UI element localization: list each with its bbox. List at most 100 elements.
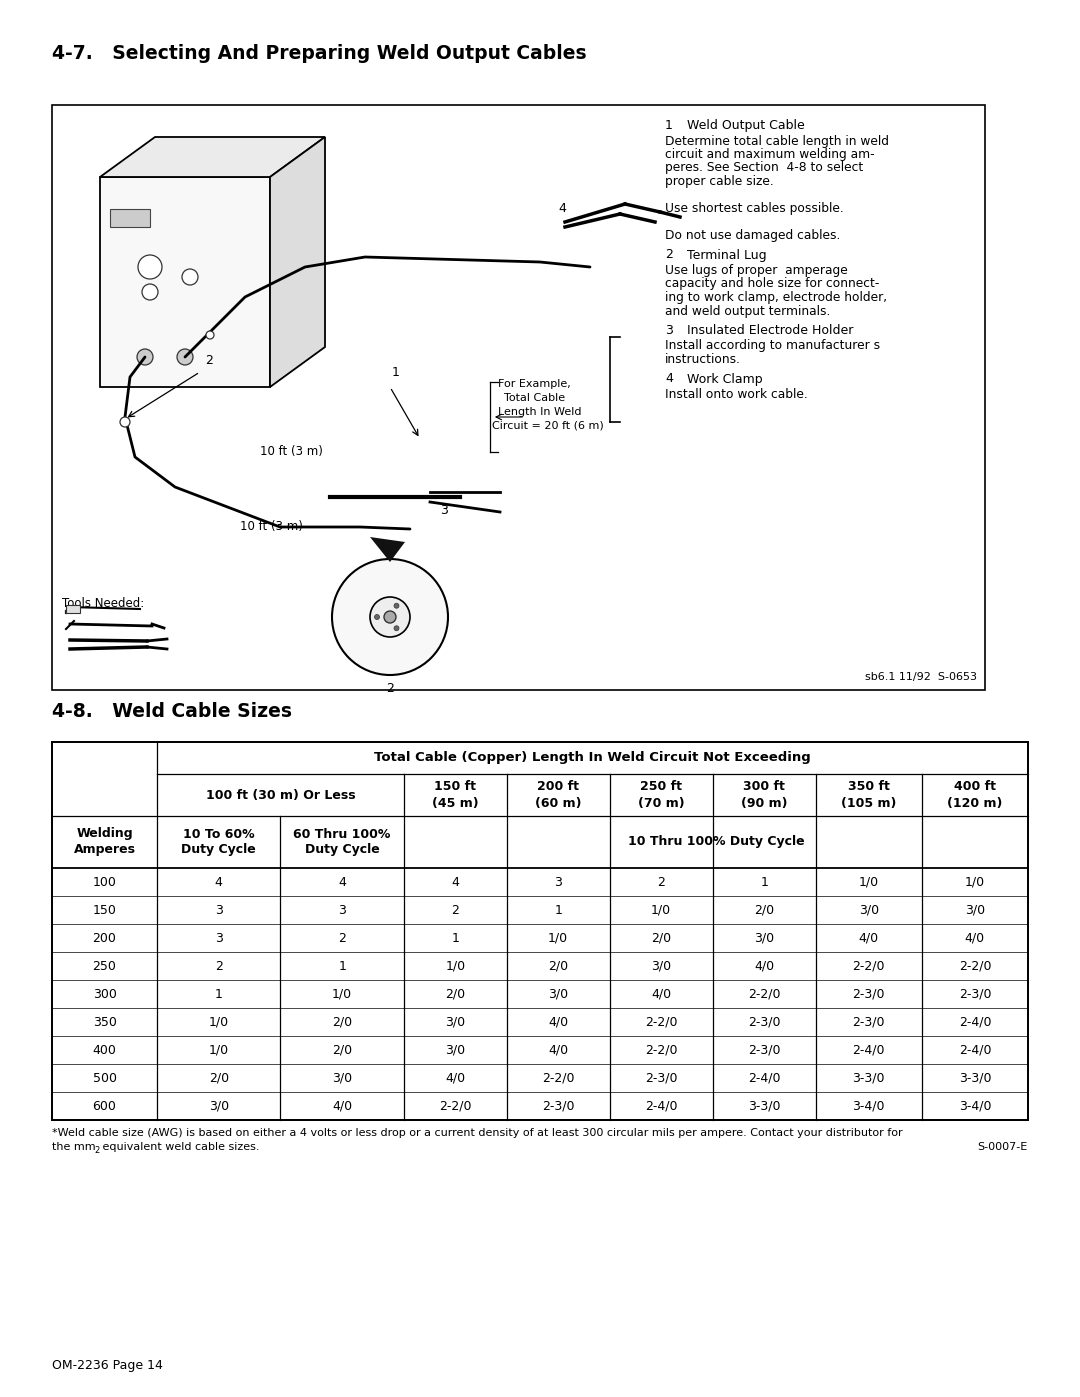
Text: 10 ft (3 m): 10 ft (3 m) [260, 446, 323, 458]
Text: 400: 400 [93, 1044, 117, 1056]
Text: 350 ft
(105 m): 350 ft (105 m) [841, 781, 896, 809]
Text: Use shortest cables possible.: Use shortest cables possible. [665, 203, 843, 215]
Text: 2-4/0: 2-4/0 [645, 1099, 677, 1112]
Text: Determine total cable length in weld: Determine total cable length in weld [665, 134, 889, 148]
Text: 2-2/0: 2-2/0 [542, 1071, 575, 1084]
Text: 3-3/0: 3-3/0 [748, 1099, 781, 1112]
Bar [110, 210, 150, 226]
Text: For Example,: For Example, [498, 379, 570, 388]
Text: 1: 1 [215, 988, 222, 1000]
Text: 10 ft (3 m): 10 ft (3 m) [240, 520, 302, 534]
Text: 1/0: 1/0 [445, 960, 465, 972]
Text: sb6.1 11/92  S-0653: sb6.1 11/92 S-0653 [865, 672, 977, 682]
Text: 2: 2 [205, 353, 213, 367]
Text: 2-3/0: 2-3/0 [852, 1016, 885, 1028]
Text: 4-7.   Selecting And Preparing Weld Output Cables: 4-7. Selecting And Preparing Weld Output… [52, 43, 586, 63]
Bar [66, 605, 80, 613]
Text: Welding
Amperes: Welding Amperes [73, 827, 136, 856]
Text: the mm: the mm [52, 1141, 96, 1153]
Text: 3: 3 [554, 876, 563, 888]
Text: *Weld cable size (AWG) is based on either a 4 volts or less drop or a current de: *Weld cable size (AWG) is based on eithe… [52, 1127, 903, 1139]
Text: 2-2/0: 2-2/0 [959, 960, 991, 972]
Circle shape [394, 626, 399, 631]
Text: 300: 300 [93, 988, 117, 1000]
Text: 3/0: 3/0 [651, 960, 672, 972]
Circle shape [394, 604, 399, 608]
Text: Insulated Electrode Holder: Insulated Electrode Holder [687, 324, 853, 337]
Text: Use lugs of proper  amperage: Use lugs of proper amperage [665, 264, 848, 277]
Text: 60 Thru 100%
Duty Cycle: 60 Thru 100% Duty Cycle [294, 827, 391, 856]
Text: 3/0: 3/0 [208, 1099, 229, 1112]
Circle shape [183, 270, 198, 285]
Text: 2: 2 [215, 960, 222, 972]
Text: 3/0: 3/0 [549, 988, 568, 1000]
Text: 2-2/0: 2-2/0 [440, 1099, 472, 1112]
Text: 3: 3 [440, 504, 448, 517]
Text: 2/0: 2/0 [549, 960, 568, 972]
Bar [52, 742, 1028, 1120]
Text: Weld Output Cable: Weld Output Cable [687, 119, 805, 131]
Text: 4: 4 [338, 876, 346, 888]
Text: 150: 150 [93, 904, 117, 916]
Polygon shape [100, 137, 325, 177]
Text: capacity and hole size for connect-: capacity and hole size for connect- [665, 278, 879, 291]
Text: 150 ft
(45 m): 150 ft (45 m) [432, 781, 478, 809]
Text: 1/0: 1/0 [964, 876, 985, 888]
Text: 600: 600 [93, 1099, 117, 1112]
Text: 100 ft (30 m) Or Less: 100 ft (30 m) Or Less [205, 788, 355, 802]
Text: 2: 2 [665, 249, 673, 261]
Text: 3/0: 3/0 [445, 1016, 465, 1028]
Text: Do not use damaged cables.: Do not use damaged cables. [665, 229, 840, 242]
Text: 3/0: 3/0 [859, 904, 879, 916]
Text: 4/0: 4/0 [859, 932, 879, 944]
Text: 1: 1 [665, 119, 673, 131]
Bar [52, 105, 985, 690]
Text: 1: 1 [760, 876, 768, 888]
Text: 300 ft
(90 m): 300 ft (90 m) [741, 781, 787, 809]
Text: ing to work clamp, electrode holder,: ing to work clamp, electrode holder, [665, 291, 887, 305]
Text: 2-2/0: 2-2/0 [645, 1016, 677, 1028]
Text: 4/0: 4/0 [549, 1044, 568, 1056]
Text: OM-2236 Page 14: OM-2236 Page 14 [52, 1359, 163, 1372]
Text: 200: 200 [93, 932, 117, 944]
Text: 250 ft
(70 m): 250 ft (70 m) [638, 781, 685, 809]
Text: 2: 2 [386, 682, 394, 694]
Text: 2-2/0: 2-2/0 [748, 988, 781, 1000]
Text: 2-4/0: 2-4/0 [959, 1044, 991, 1056]
Text: 4/0: 4/0 [964, 932, 985, 944]
Text: 2-4/0: 2-4/0 [748, 1071, 781, 1084]
Text: 1/0: 1/0 [859, 876, 879, 888]
Text: 350: 350 [93, 1016, 117, 1028]
Text: 3/0: 3/0 [754, 932, 774, 944]
Text: 2-4/0: 2-4/0 [959, 1016, 991, 1028]
Text: 500: 500 [93, 1071, 117, 1084]
Text: peres. See Section  4-8 to select: peres. See Section 4-8 to select [665, 162, 863, 175]
Text: Total Cable: Total Cable [504, 393, 565, 402]
Circle shape [384, 610, 396, 623]
Text: 2-3/0: 2-3/0 [748, 1016, 781, 1028]
Text: equivalent weld cable sizes.: equivalent weld cable sizes. [99, 1141, 259, 1153]
Text: Install according to manufacturer s: Install according to manufacturer s [665, 339, 880, 352]
Text: 10 To 60%
Duty Cycle: 10 To 60% Duty Cycle [181, 827, 256, 856]
Text: 4/0: 4/0 [332, 1099, 352, 1112]
Text: 2-3/0: 2-3/0 [852, 988, 885, 1000]
Text: 1/0: 1/0 [651, 904, 672, 916]
Text: 2: 2 [451, 904, 459, 916]
Text: Total Cable (Copper) Length In Weld Circuit Not Exceeding: Total Cable (Copper) Length In Weld Circ… [374, 752, 811, 764]
Text: 2: 2 [338, 932, 346, 944]
Circle shape [370, 597, 410, 637]
Text: 3-4/0: 3-4/0 [852, 1099, 885, 1112]
Text: 3: 3 [215, 932, 222, 944]
Text: Install onto work cable.: Install onto work cable. [665, 388, 808, 401]
Circle shape [137, 349, 153, 365]
Text: 2-4/0: 2-4/0 [852, 1044, 885, 1056]
Text: 1: 1 [554, 904, 563, 916]
Text: 2-2/0: 2-2/0 [852, 960, 885, 972]
Text: 1/0: 1/0 [549, 932, 568, 944]
Circle shape [375, 615, 379, 619]
Text: 1: 1 [392, 366, 400, 379]
Circle shape [206, 331, 214, 339]
Text: Length In Weld: Length In Weld [498, 407, 581, 416]
Text: Terminal Lug: Terminal Lug [687, 249, 767, 261]
Text: 1/0: 1/0 [208, 1044, 229, 1056]
